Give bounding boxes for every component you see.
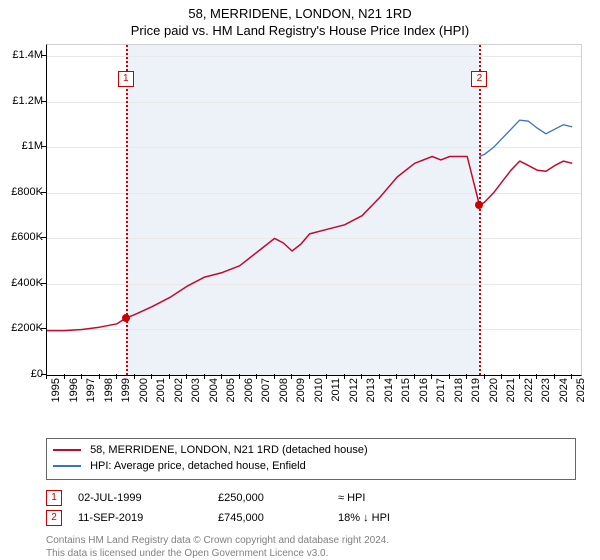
y-axis-label: £1M xyxy=(1,140,43,152)
chart-area: 12 £0£200K£400K£600K£800K£1M£1.2M£1.4M19… xyxy=(0,38,600,434)
x-axis-label: 2023 xyxy=(540,378,552,402)
x-axis-label: 2018 xyxy=(453,378,465,402)
x-axis-label: 2001 xyxy=(155,378,167,402)
sale-marker-box-2: 2 xyxy=(471,71,487,87)
license-line-2: This data is licensed under the Open Gov… xyxy=(46,547,580,560)
x-axis-label: 2019 xyxy=(470,378,482,402)
y-axis-label: £400K xyxy=(1,277,43,289)
sales-table: 1 02-JUL-1999 £250,000 ≈ HPI 2 11-SEP-20… xyxy=(46,488,458,528)
table-row: 2 11-SEP-2019 £745,000 18% ↓ HPI xyxy=(46,508,458,528)
x-axis-label: 2022 xyxy=(523,378,535,402)
sale-marker-box-1: 1 xyxy=(118,71,134,87)
sale-dot-2 xyxy=(475,201,483,209)
sale-dot-1 xyxy=(122,314,130,322)
x-axis-label: 2024 xyxy=(558,378,570,402)
chart-title: 58, MERRIDENE, LONDON, N21 1RD xyxy=(0,6,600,21)
x-axis-label: 2020 xyxy=(488,378,500,402)
x-axis-label: 1996 xyxy=(68,378,80,402)
chart-subtitle: Price paid vs. HM Land Registry's House … xyxy=(0,23,600,38)
x-axis-label: 2002 xyxy=(173,378,185,402)
x-axis-label: 2011 xyxy=(330,378,342,402)
legend-item-property: 58, MERRIDENE, LONDON, N21 1RD (detached… xyxy=(53,443,569,459)
x-axis-label: 1999 xyxy=(120,378,132,402)
sale-price: £745,000 xyxy=(218,508,338,528)
x-axis-label: 2017 xyxy=(435,378,447,402)
sale-date: 11-SEP-2019 xyxy=(78,508,218,528)
y-axis-label: £1.2M xyxy=(1,95,43,107)
sale-price: £250,000 xyxy=(218,488,338,508)
x-axis-label: 2012 xyxy=(348,378,360,402)
x-axis-label: 2014 xyxy=(383,378,395,402)
legend-label-property: 58, MERRIDENE, LONDON, N21 1RD (detached… xyxy=(90,444,368,456)
x-axis-label: 1997 xyxy=(85,378,97,402)
y-axis-label: £1.4M xyxy=(1,49,43,61)
sale-marker-2: 2 xyxy=(46,510,62,526)
legend-swatch-property xyxy=(53,449,81,451)
x-axis-label: 2004 xyxy=(208,378,220,402)
y-axis-label: £0 xyxy=(1,368,43,380)
legend-label-hpi: HPI: Average price, detached house, Enfi… xyxy=(90,460,306,472)
legend-swatch-hpi xyxy=(53,465,81,467)
plot-region: 12 xyxy=(46,44,582,376)
x-axis-label: 2015 xyxy=(400,378,412,402)
x-axis-label: 2009 xyxy=(295,378,307,402)
legend-item-hpi: HPI: Average price, detached house, Enfi… xyxy=(53,459,569,475)
sale-vline-2 xyxy=(479,45,481,375)
y-axis-label: £600K xyxy=(1,231,43,243)
y-axis-label: £200K xyxy=(1,322,43,334)
sale-delta: ≈ HPI xyxy=(338,488,458,508)
x-axis-label: 2003 xyxy=(190,378,202,402)
x-axis-label: 2010 xyxy=(313,378,325,402)
x-axis-label: 2016 xyxy=(418,378,430,402)
sale-date: 02-JUL-1999 xyxy=(78,488,218,508)
sale-vline-1 xyxy=(126,45,128,375)
license-line-1: Contains HM Land Registry data © Crown c… xyxy=(46,534,580,547)
x-axis-label: 1998 xyxy=(103,378,115,402)
x-axis-label: 1995 xyxy=(50,378,62,402)
x-axis-label: 2008 xyxy=(278,378,290,402)
x-axis-label: 2006 xyxy=(243,378,255,402)
x-axis-label: 2007 xyxy=(260,378,272,402)
series-hpi xyxy=(480,120,573,156)
y-axis-label: £800K xyxy=(1,186,43,198)
license-text: Contains HM Land Registry data © Crown c… xyxy=(46,534,580,560)
x-axis-label: 2021 xyxy=(505,378,517,402)
legend-box: 58, MERRIDENE, LONDON, N21 1RD (detached… xyxy=(46,438,576,480)
x-axis-label: 2013 xyxy=(365,378,377,402)
sale-marker-1: 1 xyxy=(46,490,62,506)
chart-footer: 58, MERRIDENE, LONDON, N21 1RD (detached… xyxy=(46,438,580,560)
chart-header: 58, MERRIDENE, LONDON, N21 1RD Price pai… xyxy=(0,0,600,38)
sale-delta: 18% ↓ HPI xyxy=(338,508,458,528)
x-axis-label: 2025 xyxy=(575,378,587,402)
x-axis-label: 2000 xyxy=(138,378,150,402)
sales-table-wrap: 1 02-JUL-1999 £250,000 ≈ HPI 2 11-SEP-20… xyxy=(46,488,580,528)
x-axis-label: 2005 xyxy=(225,378,237,402)
table-row: 1 02-JUL-1999 £250,000 ≈ HPI xyxy=(46,488,458,508)
